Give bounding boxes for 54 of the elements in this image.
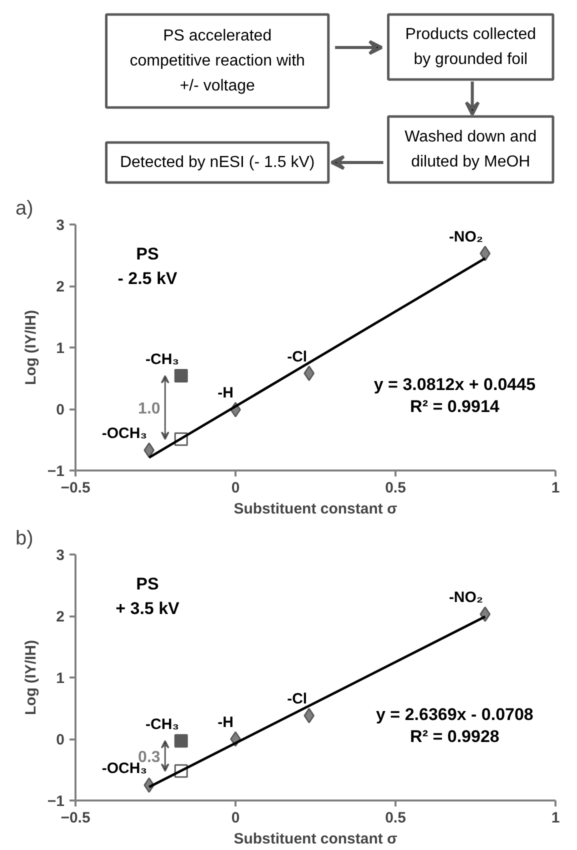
y-tick-label: 2 <box>56 278 64 296</box>
y-tick-label: 1 <box>56 670 64 687</box>
annotation: 0.3 <box>138 748 160 766</box>
annotation: -Cl <box>287 348 308 366</box>
x-tick-label: 0 <box>231 810 240 826</box>
annotation: R² = 0.9928 <box>410 727 500 746</box>
annotation: -H <box>218 714 234 731</box>
point <box>144 442 155 458</box>
x-tick-label: 1 <box>551 480 560 496</box>
y-tick-label: 3 <box>56 547 64 564</box>
y-axis-title: Log (IY/IH) <box>22 310 40 385</box>
point <box>480 246 491 262</box>
y-tick-label: −1 <box>47 463 65 480</box>
text: PS accelerated competitive reaction with +/- voltage <box>130 28 305 94</box>
annotation: - 2.5 kV <box>118 269 178 288</box>
chart-title: b) <box>16 528 34 550</box>
annotation: + 3.5 kV <box>116 599 180 618</box>
x-tick-label: 1 <box>551 810 560 826</box>
x-axis-title: Substituent constant σ <box>234 830 398 848</box>
point <box>174 734 188 748</box>
chart-title: a) <box>16 198 34 220</box>
annotation: 1.0 <box>138 400 160 418</box>
point <box>304 708 315 724</box>
annotation: -CH₃ <box>146 350 180 368</box>
x-tick-label: 0.5 <box>385 480 406 496</box>
annotation: y = 3.0812x + 0.0445 <box>374 374 536 394</box>
annotation: -CH₃ <box>146 716 180 733</box>
annotation: R² = 0.9914 <box>410 397 500 416</box>
annotation: -NO₂ <box>448 589 484 606</box>
annotation: -H <box>218 384 234 402</box>
y-tick-label: 1 <box>56 340 64 357</box>
point <box>480 606 491 622</box>
x-tick-label: −0.5 <box>60 810 90 826</box>
point <box>304 366 315 382</box>
annotation: y = 2.6369x - 0.0708 <box>376 704 534 724</box>
y-tick-label: −1 <box>47 793 65 810</box>
y-tick-label: 0 <box>56 402 64 418</box>
point <box>174 369 188 383</box>
y-tick-label: 3 <box>56 217 64 234</box>
text: Detected by nESI (- 1.5 kV) <box>120 154 315 171</box>
x-tick-label: −0.5 <box>60 480 90 496</box>
annotation: PS <box>136 244 159 264</box>
x-tick-label: 0.5 <box>385 810 406 826</box>
y-tick-label: 0 <box>56 732 64 748</box>
text: Washed down and diluted by MeOH <box>404 128 537 170</box>
y-tick-label: 2 <box>56 608 64 626</box>
text: Products collected by grounded foil <box>405 26 536 68</box>
annotation: -OCH₃ <box>102 425 148 442</box>
y-axis-title: Log (IY/IH) <box>22 640 40 715</box>
annotation: -NO₂ <box>448 228 484 246</box>
x-axis-title: Substituent constant σ <box>234 500 398 518</box>
annotation: PS <box>136 574 159 594</box>
x-tick-label: 0 <box>231 480 240 496</box>
annotation: -Cl <box>287 690 308 708</box>
